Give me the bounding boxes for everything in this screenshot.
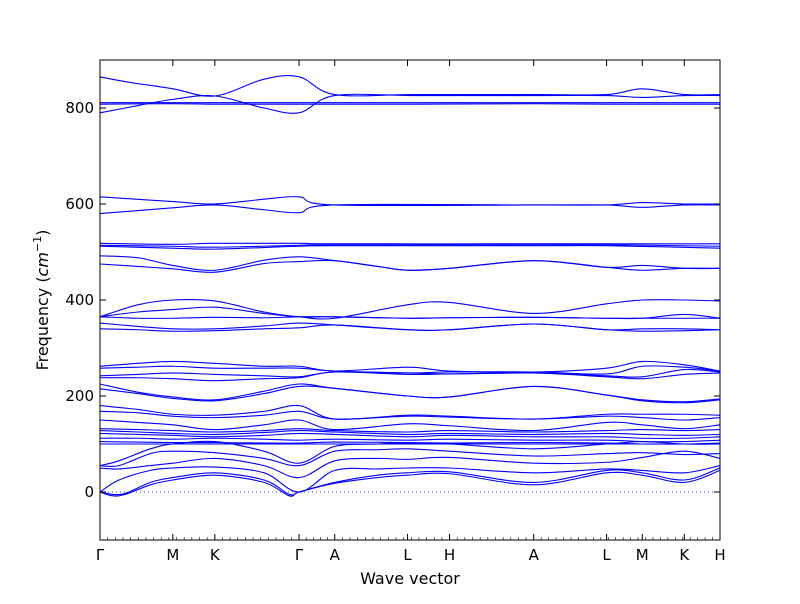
series-group [99,75,721,497]
x-tick-label-10: K [679,546,690,564]
band-line-19 [99,371,721,382]
x-tick-label-7: A [529,546,540,564]
y-axis-label: Frequency (cm−1) [31,230,52,371]
band-line-15 [99,323,721,332]
band-line-8 [99,245,721,250]
band-line-32 [99,448,721,468]
x-tick-label-5: L [403,546,412,564]
band-line-26 [99,430,721,436]
y-tick-label-2: 400 [65,291,94,309]
band-line-18 [99,368,721,378]
y-axis-label-unit: cm [33,252,52,276]
x-tick-label-2: K [210,546,221,564]
band-line-31 [99,440,721,467]
y-axis-label-base: Frequency ( [33,276,52,370]
axes-group: 0 200 400 600 800 Γ M K Γ A L H A L M K H [65,59,726,564]
band-line-24 [99,419,721,432]
x-tick-label-6: H [444,546,455,564]
y-tick-label-0: 0 [84,483,94,501]
band-line-23 [99,410,721,421]
y-axis-label-close: ) [33,230,52,236]
band-line-13 [99,316,720,319]
band-line-6 [99,242,720,245]
y-axis-label-exp: −1 [31,236,44,252]
band-line-27 [99,432,721,439]
x-tick-label-8: L [602,546,611,564]
x-tick-label-1: M [166,546,179,564]
band-line-3 [99,93,721,114]
band-line-34 [99,465,721,493]
y-tick-label-4: 800 [65,99,94,117]
x-tick-label-4: A [330,546,341,564]
x-axis-label: Wave vector [360,569,460,588]
band-line-25 [99,428,721,433]
band-line-7 [99,244,721,248]
band-line-16 [99,360,721,373]
band-line-10 [99,259,721,273]
band-line-0 [99,75,721,97]
y-tick-label-3: 600 [65,195,94,213]
band-line-5 [99,203,721,215]
band-line-21 [99,385,721,404]
band-line-11 [99,298,721,320]
band-line-2 [99,103,720,105]
band-line-4 [99,196,721,207]
x-tick-label-9: M [636,546,649,564]
x-tick-label-11: H [714,546,725,564]
x-tick-label-3: Γ [295,546,304,564]
y-tick-label-1: 200 [65,387,94,405]
band-line-36 [99,469,721,497]
band-line-33 [99,450,721,479]
x-tick-label-0: Γ [96,546,105,564]
